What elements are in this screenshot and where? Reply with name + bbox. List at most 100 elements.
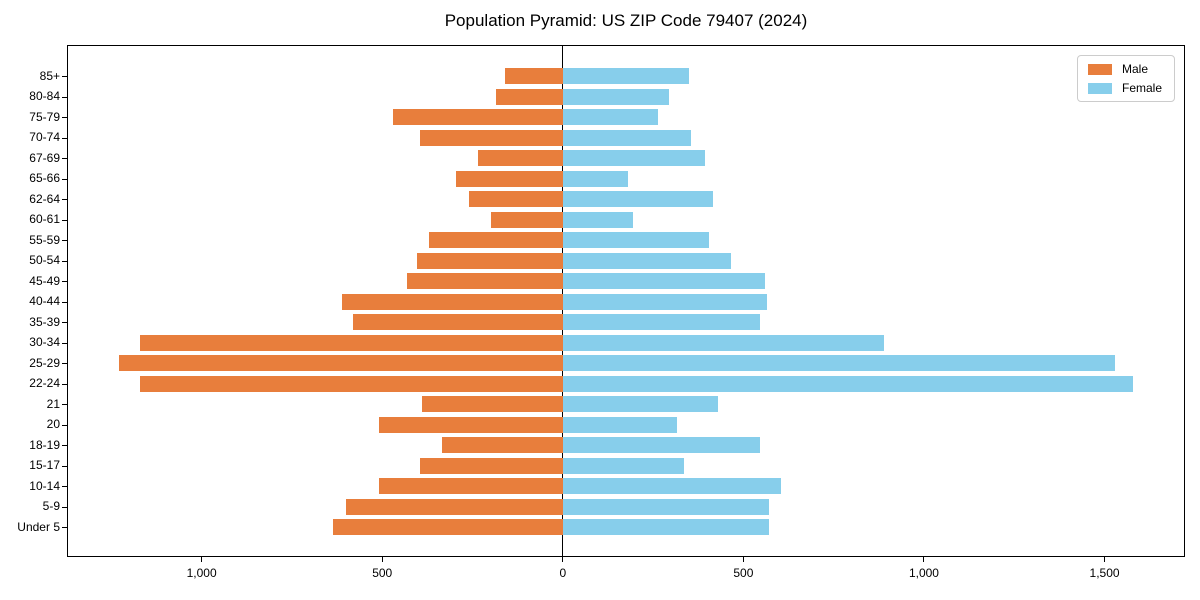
y-tick-mark (62, 342, 67, 344)
y-tick-label: 5-9 (42, 499, 60, 513)
legend-entry-female: Female (1087, 81, 1162, 95)
female-bar-75-79 (562, 109, 659, 125)
male-bar-50-54 (416, 252, 563, 269)
male-bar-5-9 (346, 498, 563, 515)
y-tick-label: 70-74 (29, 130, 60, 144)
y-tick-label: 50-54 (29, 253, 60, 267)
male-bar-35-39 (353, 314, 563, 330)
y-tick-label: 21 (46, 396, 60, 411)
female-bar-85+ (562, 68, 690, 84)
male-bar-45-49 (407, 273, 563, 289)
y-tick-label: 75-79 (29, 109, 60, 124)
y-tick-label: 20 (46, 417, 60, 431)
y-tick-mark (62, 363, 67, 364)
y-tick-mark (62, 465, 67, 467)
y-tick-mark (62, 506, 67, 508)
legend-entry-male: Male (1087, 62, 1162, 76)
male-legend-label: Male (1121, 62, 1148, 76)
x-tick-mark (923, 557, 925, 562)
y-tick-label: Under 5 (17, 519, 60, 534)
y-tick-label: 65-66 (29, 171, 60, 185)
y-tick-label: 35-39 (29, 314, 60, 329)
x-tick-mark (1104, 557, 1106, 562)
male-bar-under-5 (333, 519, 563, 535)
x-tick-mark (742, 557, 744, 562)
male-bar-85+ (505, 68, 563, 84)
female-legend-swatch (1087, 82, 1112, 94)
female-bar-5-9 (562, 498, 769, 515)
x-tick-mark (381, 557, 383, 562)
y-tick-mark (62, 424, 67, 426)
y-tick-mark (62, 527, 67, 528)
female-bar-10-14 (562, 478, 782, 494)
x-tick-label: 0 (559, 566, 567, 580)
y-tick-label: 55-59 (29, 232, 60, 247)
y-tick-mark (62, 301, 67, 303)
x-tick-mark (562, 557, 564, 562)
y-tick-label: 15-17 (29, 458, 60, 472)
female-bar-80-84 (562, 88, 670, 105)
male-bar-55-59 (429, 232, 563, 248)
male-bar-18-19 (441, 437, 563, 453)
female-bar-60-61 (562, 211, 634, 228)
x-tick-label: 1,500 (1089, 566, 1120, 580)
female-bar-20 (562, 416, 677, 433)
female-legend-label: Female (1121, 81, 1162, 95)
male-bar-80-84 (495, 88, 563, 105)
male-bar-15-17 (420, 457, 563, 474)
male-bar-22-24 (140, 375, 563, 392)
y-tick-mark (62, 117, 67, 118)
y-tick-label: 85+ (39, 68, 60, 83)
female-bar-40-44 (562, 293, 767, 310)
male-bar-65-66 (456, 170, 563, 187)
x-tick-label: 500 (733, 566, 754, 580)
female-bar-25-29 (562, 355, 1116, 371)
female-bar-50-54 (562, 252, 731, 269)
y-tick-label: 62-64 (29, 191, 60, 206)
y-tick-label: 25-29 (29, 355, 60, 370)
female-bar-55-59 (562, 232, 710, 248)
y-tick-mark (62, 96, 67, 98)
male-bar-62-64 (468, 191, 563, 207)
y-tick-mark (62, 199, 67, 200)
female-bar-18-19 (562, 437, 760, 453)
y-tick-label: 30-34 (29, 335, 60, 349)
y-tick-label: 45-49 (29, 273, 60, 288)
y-tick-mark (62, 383, 67, 385)
male-legend-swatch (1087, 63, 1112, 75)
y-tick-mark (62, 445, 67, 446)
female-bar-35-39 (562, 314, 760, 330)
female-bar-67-69 (562, 150, 706, 166)
y-tick-label: 60-61 (29, 212, 60, 226)
female-bar-62-64 (562, 191, 713, 207)
y-tick-mark (62, 158, 67, 159)
male-bar-30-34 (140, 334, 563, 351)
male-bar-25-29 (118, 355, 563, 371)
y-tick-mark (62, 137, 67, 139)
chart-title: Population Pyramid: US ZIP Code 79407 (2… (444, 11, 808, 30)
y-tick-mark (62, 281, 67, 282)
female-bar-22-24 (562, 375, 1134, 392)
male-bar-40-44 (342, 293, 563, 310)
female-bar-45-49 (562, 273, 766, 289)
male-bar-75-79 (393, 109, 563, 125)
y-tick-label: 40-44 (29, 294, 60, 308)
female-bar-70-74 (562, 129, 691, 146)
x-tick-label: 1,000 (908, 566, 939, 580)
male-bar-20 (378, 416, 563, 433)
female-bar-65-66 (562, 170, 628, 187)
female-bar-under-5 (562, 519, 769, 535)
y-tick-label: 10-14 (29, 478, 60, 493)
male-bar-70-74 (420, 129, 563, 146)
male-bar-10-14 (378, 478, 563, 494)
y-tick-label: 22-24 (29, 376, 60, 390)
y-tick-mark (62, 322, 67, 323)
y-tick-mark (62, 240, 67, 241)
female-bar-30-34 (562, 334, 885, 351)
x-tick-mark (201, 557, 203, 562)
y-tick-mark (62, 76, 67, 77)
plot-area: Male Female (67, 45, 1185, 557)
y-tick-mark (62, 486, 67, 487)
y-tick-mark (62, 219, 67, 221)
